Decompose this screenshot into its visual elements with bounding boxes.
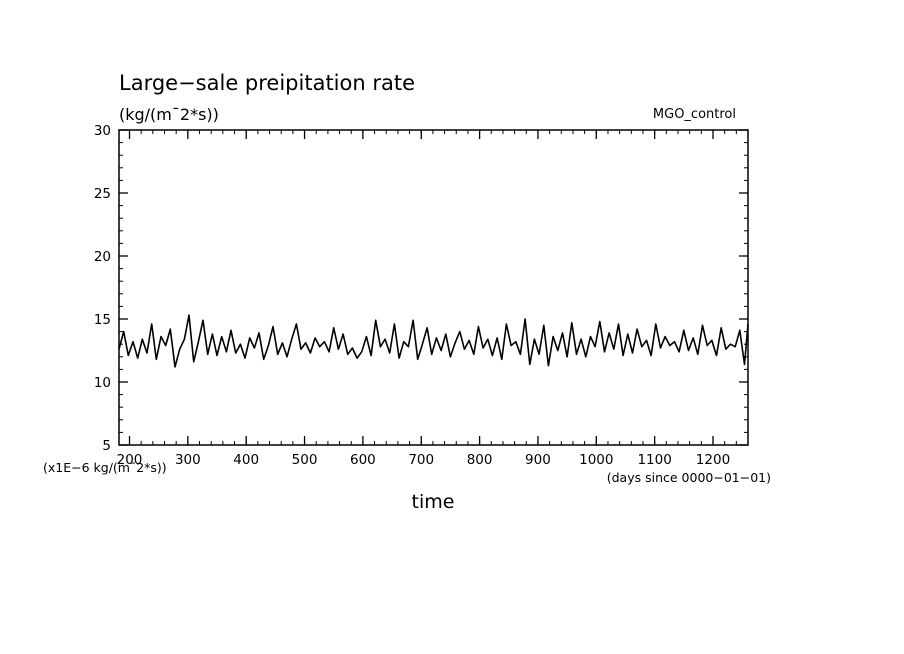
y-tick-label: 10: [94, 375, 111, 391]
run-label: MGO_control: [653, 107, 736, 122]
x-tick-label: 200: [117, 452, 143, 468]
x-tick-label: 300: [175, 452, 201, 468]
x-tick-label: 600: [350, 452, 376, 468]
tick-labels: 200 300 400 500 600 700 800 900 1000 1100 1200 5 10 1…: [94, 123, 730, 468]
y-tick-label: 30: [94, 123, 111, 139]
y-tick-label: 15: [94, 312, 111, 328]
plot-frame: [118, 129, 749, 446]
x-tick-label: 500: [292, 452, 318, 468]
units-label: (kg/(m¯2*s)): [119, 105, 219, 124]
x-tick-label: 900: [525, 452, 551, 468]
x-tick-label: 1000: [579, 452, 613, 468]
y-tick-label: 5: [102, 438, 111, 454]
x-tick-label: 1200: [696, 452, 730, 468]
major-ticks: [119, 129, 748, 446]
y-tick-label: 25: [94, 186, 111, 202]
x-tick-label: 400: [233, 452, 259, 468]
x-tick-label: 800: [467, 452, 493, 468]
x-axis-label: time: [412, 491, 455, 513]
series-line: [118, 314, 749, 368]
x-tick-label: 700: [408, 452, 434, 468]
x-tick-label: 1100: [637, 452, 671, 468]
x-units-label: (days since 0000−01−01): [607, 470, 771, 485]
y-tick-label: 20: [94, 249, 111, 265]
y-scale-label: (x1E−6 kg/(m¯2*s)): [43, 460, 167, 475]
chart-title: Large−sale preipitation rate: [119, 71, 415, 95]
